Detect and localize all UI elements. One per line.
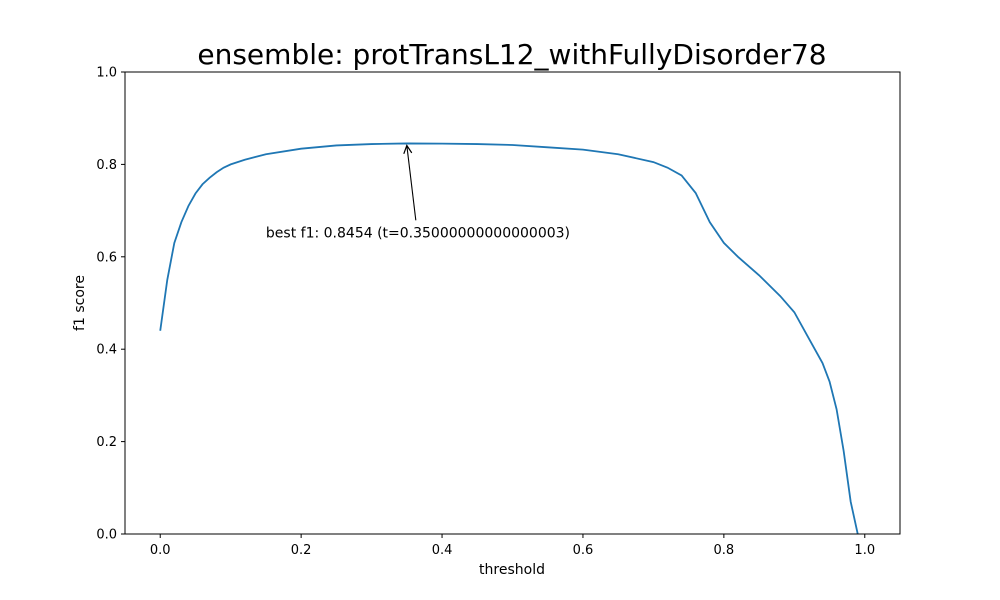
x-axis-ticks: 0.0 0.2 0.4 0.6 0.8 1.0 [150, 534, 875, 558]
f1-score-line [159, 142, 859, 534]
annotation-arrow [407, 145, 417, 221]
x-tick-label: 1.0 [854, 543, 875, 558]
y-axis-label: f1 score [72, 275, 88, 331]
y-tick-label: 0.0 [96, 528, 117, 543]
plot-area-frame [124, 71, 901, 535]
y-tick-label: 0.4 [96, 343, 117, 358]
x-tick-label: 0.4 [432, 543, 453, 558]
y-tick-label: 0.6 [96, 250, 117, 265]
annotation-text: best f1: 0.8454 (t=0.35000000000000003) [266, 225, 570, 241]
chart-title: ensemble: protTransL12_withFullyDisorder… [197, 38, 826, 71]
x-tick-label: 0.6 [573, 543, 594, 558]
x-tick-label: 0.8 [714, 543, 735, 558]
y-tick-label: 1.0 [96, 66, 117, 81]
y-tick-label: 0.2 [96, 435, 117, 450]
x-axis-label: threshold [479, 562, 545, 578]
y-tick-label: 0.8 [96, 158, 117, 173]
x-tick-label: 0.0 [150, 543, 171, 558]
x-tick-label: 0.2 [291, 543, 312, 558]
y-axis-ticks: 0.0 0.2 0.4 0.6 0.8 1.0 [96, 66, 125, 543]
